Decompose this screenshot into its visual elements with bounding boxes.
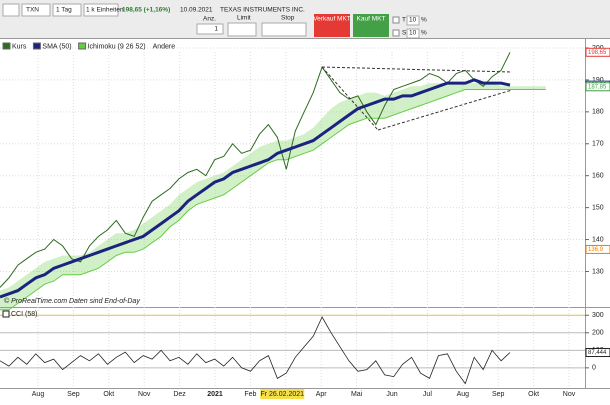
limit-label: Limit	[237, 15, 251, 22]
sell-label: Verkauf MKT	[313, 16, 351, 23]
t-checkbox[interactable]	[392, 16, 400, 24]
last-value-label: 136,9	[588, 247, 604, 253]
ichimoku-lower	[0, 89, 546, 311]
period-box[interactable]	[52, 3, 82, 17]
legend-swatch	[78, 42, 87, 50]
last-value-box	[585, 348, 610, 358]
x-tick-label: Feb	[244, 391, 256, 398]
sell-button[interactable]	[314, 14, 350, 37]
cursor-date: Fr 26.02.2021	[260, 391, 304, 398]
legend-label: Kurs	[12, 43, 27, 50]
y-tick-label: 160	[592, 173, 604, 180]
t-label: T	[402, 17, 406, 24]
trendline	[321, 66, 513, 73]
symbol: TXN	[26, 7, 39, 14]
x-tick-label: Nov	[563, 391, 576, 398]
last-value-box	[585, 244, 610, 254]
last-value-box	[585, 82, 610, 92]
copyright: © ProRealTime.com Daten sind End-of-Day	[4, 297, 140, 305]
price-line	[0, 52, 511, 288]
buy-button[interactable]	[353, 14, 389, 37]
legend-swatch	[32, 42, 41, 50]
company-name: TEXAS INSTRUMENTS INC.	[220, 7, 305, 14]
qty: 1	[214, 26, 218, 33]
x-tick-label: Sep	[67, 391, 80, 398]
last-value-label: 87,444	[588, 350, 607, 356]
y-tick-label: 130	[592, 268, 604, 275]
y-tick-label: 190	[592, 77, 604, 84]
menu-button[interactable]	[2, 3, 20, 17]
trendline	[321, 66, 379, 131]
last-value-box	[585, 47, 610, 57]
s-value: 10	[409, 30, 417, 37]
ichimoku-cloud	[0, 83, 546, 310]
y-tick-label: 300	[592, 312, 604, 319]
x-tick-label: Mai	[351, 391, 363, 398]
buy-label: Kauf MKT	[357, 16, 386, 23]
units: 1 k Einheiten	[86, 7, 124, 14]
qty-label: Anz.	[203, 16, 216, 23]
t-value: 10	[409, 17, 417, 24]
stop-label: Stop	[281, 15, 295, 22]
period: 1 Tag	[56, 7, 72, 14]
x-tick-label: Okt	[103, 391, 114, 398]
limit-buttons[interactable]	[227, 22, 257, 37]
last-value-label: 187,85	[588, 84, 607, 90]
y-tick-label: 0	[592, 365, 596, 372]
s-checkbox[interactable]	[392, 29, 400, 37]
y-tick-label: 170	[592, 141, 604, 148]
sma-line	[0, 78, 511, 299]
s-unit: %	[421, 30, 427, 37]
t-unit: %	[421, 17, 427, 24]
last-value-label: 198,65	[588, 50, 607, 56]
cci-legend-swatch	[2, 310, 10, 318]
x-tick-label: Okt	[528, 391, 539, 398]
legend-label: Ichimoku (9 26 52)	[88, 43, 146, 50]
x-tick-label: Aug	[32, 391, 45, 398]
y-tick-label: 140	[592, 236, 604, 243]
y-tick-label: 150	[592, 204, 604, 211]
trendline	[377, 89, 513, 131]
x-tick-label: Sep	[492, 391, 505, 398]
x-tick-label: Aug	[457, 391, 470, 398]
x-tick-label: Nov	[138, 391, 151, 398]
x-tick-label: Jun	[386, 391, 397, 398]
cci-line	[0, 316, 511, 385]
x-tick-label: Dez	[173, 391, 186, 398]
units-box[interactable]	[83, 3, 119, 17]
x-tick-label: Apr	[316, 391, 328, 398]
x-tick-label: 2021	[207, 391, 223, 398]
legend-label: SMA (50)	[42, 43, 71, 50]
x-tick-label: Jul	[423, 391, 432, 398]
t-input[interactable]	[406, 15, 420, 26]
cursor-date-box	[260, 389, 305, 399]
y-tick-label: 180	[592, 109, 604, 116]
quote: 198,65 (+1,16%)	[122, 7, 170, 14]
s-label: S	[402, 30, 407, 37]
y-tick-label: 200	[592, 330, 604, 337]
cci-title: CCI (58)	[11, 311, 37, 318]
symbol-box[interactable]	[21, 3, 51, 17]
qty-input[interactable]	[196, 23, 224, 35]
legend-swatch	[2, 42, 11, 50]
legend-label: Andere	[153, 43, 176, 50]
stop-buttons[interactable]	[261, 22, 307, 37]
date: 10.09.2021	[180, 7, 213, 14]
